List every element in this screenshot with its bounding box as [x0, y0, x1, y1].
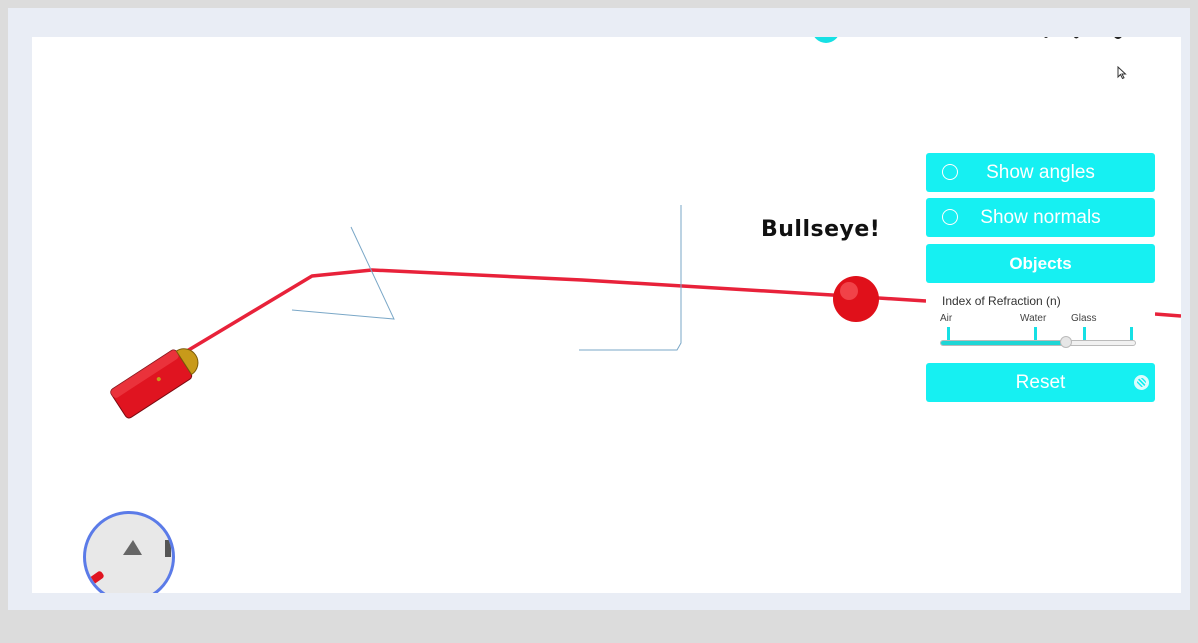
tick-mark-glass [1083, 327, 1086, 340]
scene-canvas [109, 37, 1181, 420]
laser-emitter[interactable] [109, 341, 205, 420]
objects-label: Objects [1009, 253, 1072, 273]
slider-thumb[interactable] [1060, 336, 1073, 348]
refraction-index-control: Index of Refraction (n) Air Water Glass [926, 288, 1155, 360]
tick-mark-air [947, 327, 950, 340]
tick-label-water: Water [1020, 313, 1047, 324]
objects-button[interactable]: Objects [926, 244, 1155, 283]
show-angles-toggle[interactable]: Show angles [926, 153, 1155, 192]
show-normals-toggle[interactable]: Show normals [926, 198, 1155, 237]
reset-icon[interactable] [1134, 375, 1149, 390]
tick-mark-water [1034, 327, 1037, 340]
target-ball[interactable] [833, 276, 879, 322]
show-normals-label: Show normals [980, 206, 1101, 228]
bullseye-message: Bullseye! [761, 217, 881, 242]
simulation-viewport[interactable]: Bullseye! Show angles Show normals Objec… [32, 37, 1181, 593]
show-angles-label: Show angles [986, 161, 1095, 183]
laser-beam-exit [1154, 312, 1181, 318]
tick-mark-max [1130, 327, 1133, 340]
radio-circle-icon[interactable] [942, 164, 958, 180]
app-frame: Bullseye! Show angles Show normals Objec… [8, 8, 1190, 610]
top-indicator [814, 37, 838, 43]
minimap-prism-icon [123, 540, 142, 555]
slider-fill [941, 341, 1067, 345]
block-object [579, 205, 682, 351]
refraction-title: Index of Refraction (n) [942, 294, 1061, 308]
reset-button[interactable]: Reset [926, 363, 1155, 402]
mouse-pointer-icon [1117, 66, 1127, 80]
minimap[interactable] [83, 511, 175, 593]
top-clipped-text [1044, 37, 1122, 39]
laser-beam [171, 268, 927, 362]
prism-object [291, 226, 395, 320]
radio-circle-icon[interactable] [942, 209, 958, 225]
reset-label: Reset [1015, 371, 1066, 393]
minimap-view [88, 540, 171, 585]
refraction-slider[interactable] [940, 336, 1136, 348]
minimap-block-icon [165, 540, 171, 557]
tick-label-glass: Glass [1071, 313, 1097, 324]
tick-label-air: Air [940, 313, 953, 324]
